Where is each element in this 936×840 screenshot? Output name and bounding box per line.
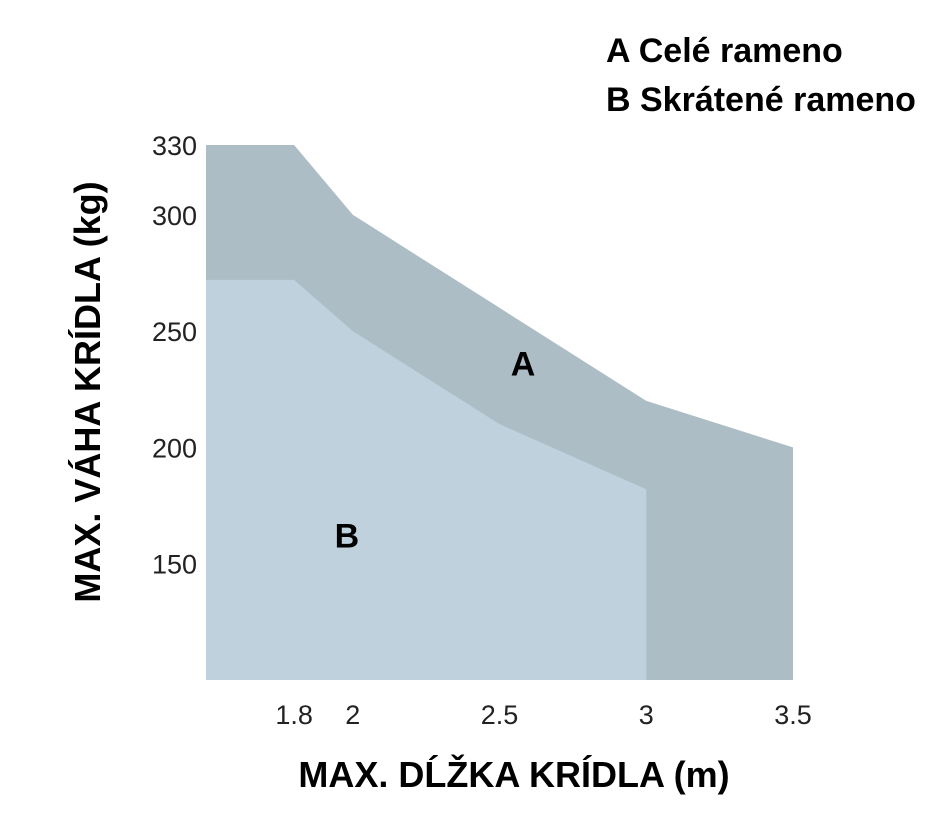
region-label-a: A xyxy=(511,345,536,383)
legend-item-a: A Celé rameno xyxy=(606,32,843,70)
y-axis-ticks: 150 200 250 300 330 xyxy=(152,131,197,580)
y-tick-label: 250 xyxy=(152,317,197,347)
y-tick-label: 330 xyxy=(152,131,197,161)
region-labels: AB xyxy=(335,345,536,555)
x-tick-label: 2.5 xyxy=(481,700,519,730)
x-axis-ticks: 1.8 2 2.5 3 3.5 xyxy=(275,700,811,730)
x-tick-label: 2 xyxy=(345,700,360,730)
x-tick-label: 1.8 xyxy=(275,700,313,730)
region-label-b: B xyxy=(335,517,360,555)
area-series-b xyxy=(206,279,647,680)
y-tick-label: 200 xyxy=(152,433,197,463)
x-tick-label: 3.5 xyxy=(774,700,812,730)
y-tick-label: 150 xyxy=(152,550,197,580)
y-tick-label: 300 xyxy=(152,201,197,231)
x-tick-label: 3 xyxy=(639,700,654,730)
legend-item-b: B Skrátené rameno xyxy=(606,81,916,119)
y-axis-title: MAX. VÁHA KRÍDLA (kg) xyxy=(67,181,108,602)
x-axis-title: MAX. DĹŽKA KRÍDLA (m) xyxy=(298,753,729,795)
plot-areas xyxy=(206,145,793,680)
